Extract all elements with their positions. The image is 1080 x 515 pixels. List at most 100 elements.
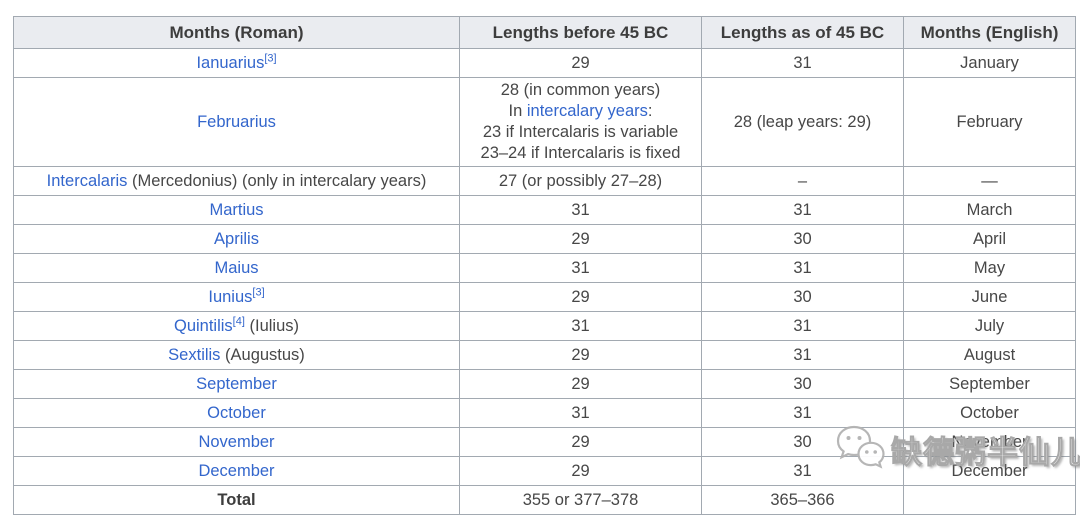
- english-month-cell: June: [903, 282, 1076, 312]
- roman-month-note: (Mercedonius) (only in intercalary years…: [127, 171, 427, 190]
- length-asof-cell: –: [701, 166, 904, 196]
- length-asof-cell: 31: [701, 398, 904, 428]
- table-row-martius: Martius 31 31 March: [13, 195, 1076, 225]
- length-asof-cell: 31: [701, 456, 904, 486]
- roman-month-cell: November: [13, 427, 460, 457]
- english-month-cell: October: [903, 398, 1076, 428]
- total-label-cell: Total: [13, 485, 460, 515]
- roman-month-cell: Aprilis: [13, 224, 460, 254]
- english-month-cell: April: [903, 224, 1076, 254]
- roman-month-link[interactable]: Martius: [209, 200, 264, 219]
- length-before-cell: 31: [459, 311, 702, 341]
- length-before-cell: 27 (or possibly 27–28): [459, 166, 702, 196]
- roman-month-cell: Februarius: [13, 77, 460, 167]
- roman-month-link[interactable]: September: [196, 374, 277, 393]
- length-asof-cell: 30: [701, 224, 904, 254]
- table-row-quintilis: Quintilis[4] (Iulius) 31 31 July: [13, 311, 1076, 341]
- english-month-cell: March: [903, 195, 1076, 225]
- ref-link[interactable]: [3]: [252, 286, 265, 298]
- english-month-cell: —: [903, 166, 1076, 196]
- feb-length-line: 28 (in common years): [500, 81, 661, 99]
- header-row: Months (Roman) Lengths before 45 BC Leng…: [13, 16, 1076, 49]
- feb-length-line: In intercalary years:: [508, 102, 653, 120]
- roman-month-link[interactable]: Intercalaris: [46, 171, 128, 190]
- length-asof-cell: 31: [701, 48, 904, 78]
- length-before-cell: 28 (in common years) In intercalary year…: [459, 77, 702, 167]
- english-month-cell: February: [903, 77, 1076, 167]
- roman-month-cell: Iunius[3]: [13, 282, 460, 312]
- roman-month-cell: Ianuarius[3]: [13, 48, 460, 78]
- total-before-cell: 355 or 377–378: [459, 485, 702, 515]
- roman-month-link[interactable]: Quintilis: [173, 316, 233, 335]
- table-row-februarius: Februarius 28 (in common years) In inter…: [13, 77, 1076, 167]
- table-row-aprilis: Aprilis 29 30 April: [13, 224, 1076, 254]
- roman-month-link[interactable]: Maius: [214, 258, 259, 277]
- roman-month-link[interactable]: December: [198, 461, 275, 480]
- table-row-intercalaris: Intercalaris (Mercedonius) (only in inte…: [13, 166, 1076, 196]
- length-before-cell: 29: [459, 282, 702, 312]
- table-row-maius: Maius 31 31 May: [13, 253, 1076, 283]
- feb-length-line: 23 if Intercalaris is variable: [482, 123, 679, 141]
- roman-month-note: (Augustus): [220, 345, 305, 364]
- col-header-months-roman: Months (Roman): [13, 16, 460, 49]
- roman-month-link[interactable]: Ianuarius: [196, 53, 265, 72]
- roman-month-link[interactable]: Sextilis: [168, 345, 221, 364]
- english-month-cell: September: [903, 369, 1076, 399]
- feb-length-line: 23–24 if Intercalaris is fixed: [480, 144, 681, 162]
- english-month-cell: January: [903, 48, 1076, 78]
- length-before-cell: 31: [459, 195, 702, 225]
- roman-month-cell: October: [13, 398, 460, 428]
- english-month-cell: May: [903, 253, 1076, 283]
- length-asof-cell: 31: [701, 311, 904, 341]
- length-asof-cell: 28 (leap years: 29): [701, 77, 904, 167]
- roman-month-cell: December: [13, 456, 460, 486]
- length-before-cell: 29: [459, 224, 702, 254]
- table-row-ianuarius: Ianuarius[3] 29 31 January: [13, 48, 1076, 78]
- length-asof-cell: 30: [701, 369, 904, 399]
- roman-month-cell: Martius: [13, 195, 460, 225]
- ref-link[interactable]: [3]: [264, 52, 277, 64]
- total-english-cell: [903, 485, 1076, 515]
- length-before-cell: 29: [459, 456, 702, 486]
- table-row-december: December 29 31 December: [13, 456, 1076, 486]
- length-before-cell: 29: [459, 427, 702, 457]
- table-row-november: November 29 30 November: [13, 427, 1076, 457]
- roman-month-cell: Intercalaris (Mercedonius) (only in inte…: [13, 166, 460, 196]
- table-row-sextilis: Sextilis (Augustus) 29 31 August: [13, 340, 1076, 370]
- length-asof-cell: 31: [701, 340, 904, 370]
- ref-link[interactable]: [4]: [232, 315, 245, 327]
- english-month-cell: December: [903, 456, 1076, 486]
- length-before-cell: 29: [459, 340, 702, 370]
- roman-month-cell: September: [13, 369, 460, 399]
- length-asof-cell: 30: [701, 282, 904, 312]
- roman-month-link[interactable]: October: [207, 403, 266, 422]
- english-month-cell: August: [903, 340, 1076, 370]
- roman-month-link[interactable]: Aprilis: [214, 229, 259, 248]
- length-before-cell: 31: [459, 253, 702, 283]
- table-row-october: October 31 31 October: [13, 398, 1076, 428]
- total-asof-cell: 365–366: [701, 485, 904, 515]
- english-month-cell: November: [903, 427, 1076, 457]
- roman-month-cell: Sextilis (Augustus): [13, 340, 460, 370]
- roman-month-cell: Maius: [13, 253, 460, 283]
- col-header-months-english: Months (English): [903, 16, 1076, 49]
- roman-month-link[interactable]: Februarius: [197, 112, 276, 131]
- length-before-cell: 29: [459, 369, 702, 399]
- length-before-cell: 29: [459, 48, 702, 78]
- length-asof-cell: 31: [701, 253, 904, 283]
- table-row-iunius: Iunius[3] 29 30 June: [13, 282, 1076, 312]
- col-header-lengths-asof: Lengths as of 45 BC: [701, 16, 904, 49]
- col-header-lengths-before: Lengths before 45 BC: [459, 16, 702, 49]
- table-row-september: September 29 30 September: [13, 369, 1076, 399]
- english-month-cell: July: [903, 311, 1076, 341]
- roman-month-cell: Quintilis[4] (Iulius): [13, 311, 460, 341]
- roman-month-note: (Iulius): [244, 316, 299, 335]
- length-asof-cell: 30: [701, 427, 904, 457]
- roman-month-link[interactable]: November: [198, 432, 275, 451]
- roman-months-table: Months (Roman) Lengths before 45 BC Leng…: [13, 16, 1076, 515]
- intercalary-years-link[interactable]: intercalary years: [526, 102, 648, 120]
- length-asof-cell: 31: [701, 195, 904, 225]
- length-before-cell: 31: [459, 398, 702, 428]
- table-row-total: Total 355 or 377–378 365–366: [13, 485, 1076, 515]
- roman-month-link[interactable]: Iunius: [208, 287, 253, 306]
